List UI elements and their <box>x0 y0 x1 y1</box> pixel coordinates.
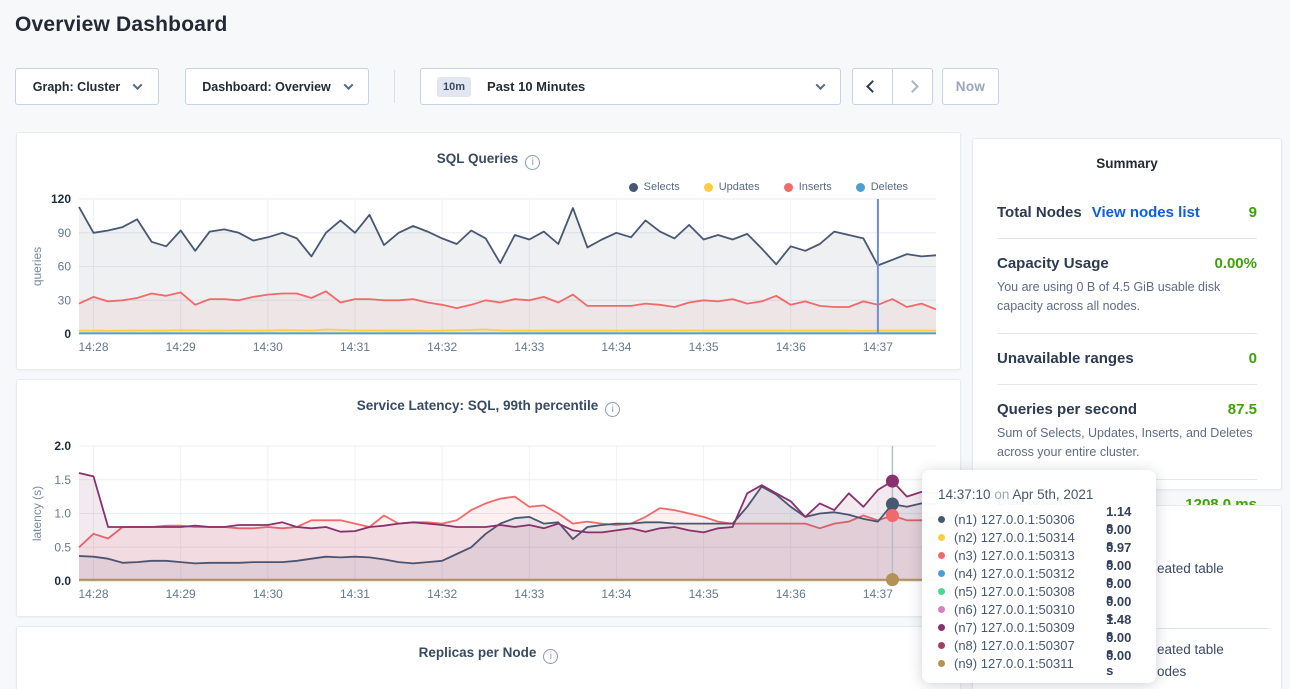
svg-text:14:31: 14:31 <box>340 587 370 601</box>
node-color-dot-icon <box>938 588 945 595</box>
qps-description: Sum of Selects, Updates, Inserts, and De… <box>997 424 1257 463</box>
unavailable-row: Unavailable ranges 0 <box>997 350 1257 367</box>
divider <box>997 384 1257 385</box>
svg-text:1.5: 1.5 <box>54 473 71 487</box>
unavailable-ranges-value: 0 <box>1249 350 1257 367</box>
capacity-description: You are using 0 B of 4.5 GiB usable disk… <box>997 278 1257 317</box>
service-latency-plot[interactable]: 14:28 14:29 14:30 14:31 14:32 14:33 14:34 14:35… <box>17 380 962 618</box>
time-range-selector[interactable]: 10m Past 10 Minutes <box>420 68 841 105</box>
total-nodes-label: Total Nodes <box>997 204 1082 221</box>
svg-text:14:32: 14:32 <box>427 587 457 601</box>
page-title: Overview Dashboard <box>15 13 228 37</box>
svg-text:0.0: 0.0 <box>54 574 71 588</box>
svg-text:latency (s): latency (s) <box>30 486 44 541</box>
replicas-per-node-card: Replicas per Node i <box>16 626 961 689</box>
svg-text:14:37: 14:37 <box>863 340 893 354</box>
replicas-title: Replicas per Node i <box>17 645 960 664</box>
divider <box>1157 628 1269 629</box>
svg-text:30: 30 <box>58 293 72 307</box>
svg-text:14:29: 14:29 <box>166 587 196 601</box>
chevron-left-icon <box>866 80 879 93</box>
divider <box>997 333 1257 334</box>
view-nodes-list-link[interactable]: View nodes list <box>1092 204 1200 221</box>
time-forward-button[interactable] <box>893 69 933 104</box>
sql-queries-plot[interactable]: 14:28 14:29 14:30 14:31 14:32 14:33 14:34 14:35… <box>17 133 962 371</box>
node-color-dot-icon <box>938 552 945 559</box>
now-button-label: Now <box>956 79 985 94</box>
info-icon[interactable]: i <box>543 649 558 664</box>
event-item-fragment: eated table <box>1157 561 1224 576</box>
chart-title-text: Replicas per Node <box>419 645 537 660</box>
latency-hover-tooltip: 14:37:10 on Apr 5th, 2021 (n1) 127.0.0.1… <box>922 470 1156 683</box>
qps-value: 87.5 <box>1228 401 1257 418</box>
svg-text:14:32: 14:32 <box>427 340 457 354</box>
chevron-down-icon <box>343 80 353 90</box>
svg-text:14:34: 14:34 <box>601 340 631 354</box>
svg-text:14:36: 14:36 <box>776 340 806 354</box>
chevron-down-icon <box>133 80 143 90</box>
capacity-row: Capacity Usage 0.00% <box>997 255 1257 272</box>
svg-text:14:33: 14:33 <box>514 587 544 601</box>
svg-text:14:35: 14:35 <box>689 587 719 601</box>
svg-text:14:28: 14:28 <box>79 340 109 354</box>
time-range-badge: 10m <box>437 77 471 97</box>
svg-text:14:31: 14:31 <box>340 340 370 354</box>
summary-panel: Summary Total Nodes View nodes list 9 Ca… <box>972 138 1282 490</box>
unavailable-ranges-label: Unavailable ranges <box>997 350 1134 367</box>
time-range-label: Past 10 Minutes <box>487 79 801 94</box>
capacity-label: Capacity Usage <box>997 255 1109 272</box>
event-item-fragment: odes <box>1157 664 1186 679</box>
svg-text:14:36: 14:36 <box>776 587 806 601</box>
time-back-button[interactable] <box>853 69 893 104</box>
now-button[interactable]: Now <box>942 68 999 105</box>
sql-queries-card: SQL Queriesi Selects Updates Inserts Del… <box>16 132 961 370</box>
chevron-down-icon <box>816 80 826 90</box>
svg-text:1.0: 1.0 <box>54 507 71 521</box>
node-color-dot-icon <box>938 570 945 577</box>
divider <box>997 238 1257 239</box>
qps-label: Queries per second <box>997 401 1137 418</box>
total-nodes-row: Total Nodes View nodes list 9 <box>997 204 1257 221</box>
tooltip-timestamp: 14:37:10 on Apr 5th, 2021 <box>938 487 1142 502</box>
svg-text:queries: queries <box>30 247 44 286</box>
dashboard-label: Dashboard: Overview <box>202 80 331 94</box>
service-latency-card: Service Latency: SQL, 99th percentilei 1… <box>16 379 961 617</box>
graph-scope-dropdown[interactable]: Graph: Cluster <box>15 68 159 105</box>
node-color-dot-icon <box>938 660 945 667</box>
capacity-value: 0.00% <box>1214 255 1257 272</box>
tooltip-row: (n9) 127.0.0.1:503110.00 s <box>938 654 1142 672</box>
svg-text:90: 90 <box>58 226 72 240</box>
qps-row: Queries per second 87.5 <box>997 401 1257 418</box>
svg-text:14:30: 14:30 <box>253 340 283 354</box>
node-color-dot-icon <box>938 516 945 523</box>
controls-divider <box>394 70 395 103</box>
svg-text:14:35: 14:35 <box>689 340 719 354</box>
node-color-dot-icon <box>938 642 945 649</box>
graph-scope-label: Graph: Cluster <box>33 80 121 94</box>
dashboard-dropdown[interactable]: Dashboard: Overview <box>185 68 369 105</box>
node-color-dot-icon <box>938 534 945 541</box>
event-item-fragment: eated table <box>1157 642 1224 657</box>
svg-text:2.0: 2.0 <box>54 439 71 453</box>
overview-dashboard-page: Overview Dashboard Graph: Cluster Dashbo… <box>0 0 1290 689</box>
svg-text:14:30: 14:30 <box>253 587 283 601</box>
svg-text:14:28: 14:28 <box>79 587 109 601</box>
time-nav-group <box>852 68 933 105</box>
svg-text:14:29: 14:29 <box>166 340 196 354</box>
svg-text:120: 120 <box>51 192 71 206</box>
svg-text:0: 0 <box>64 327 71 341</box>
node-color-dot-icon <box>938 606 945 613</box>
svg-text:14:33: 14:33 <box>514 340 544 354</box>
summary-title: Summary <box>997 139 1257 171</box>
svg-text:14:37: 14:37 <box>863 587 893 601</box>
svg-text:14:34: 14:34 <box>601 587 631 601</box>
chevron-right-icon <box>906 80 919 93</box>
svg-text:60: 60 <box>58 260 72 274</box>
svg-text:0.5: 0.5 <box>54 540 71 554</box>
total-nodes-value: 9 <box>1249 204 1257 221</box>
node-color-dot-icon <box>938 624 945 631</box>
